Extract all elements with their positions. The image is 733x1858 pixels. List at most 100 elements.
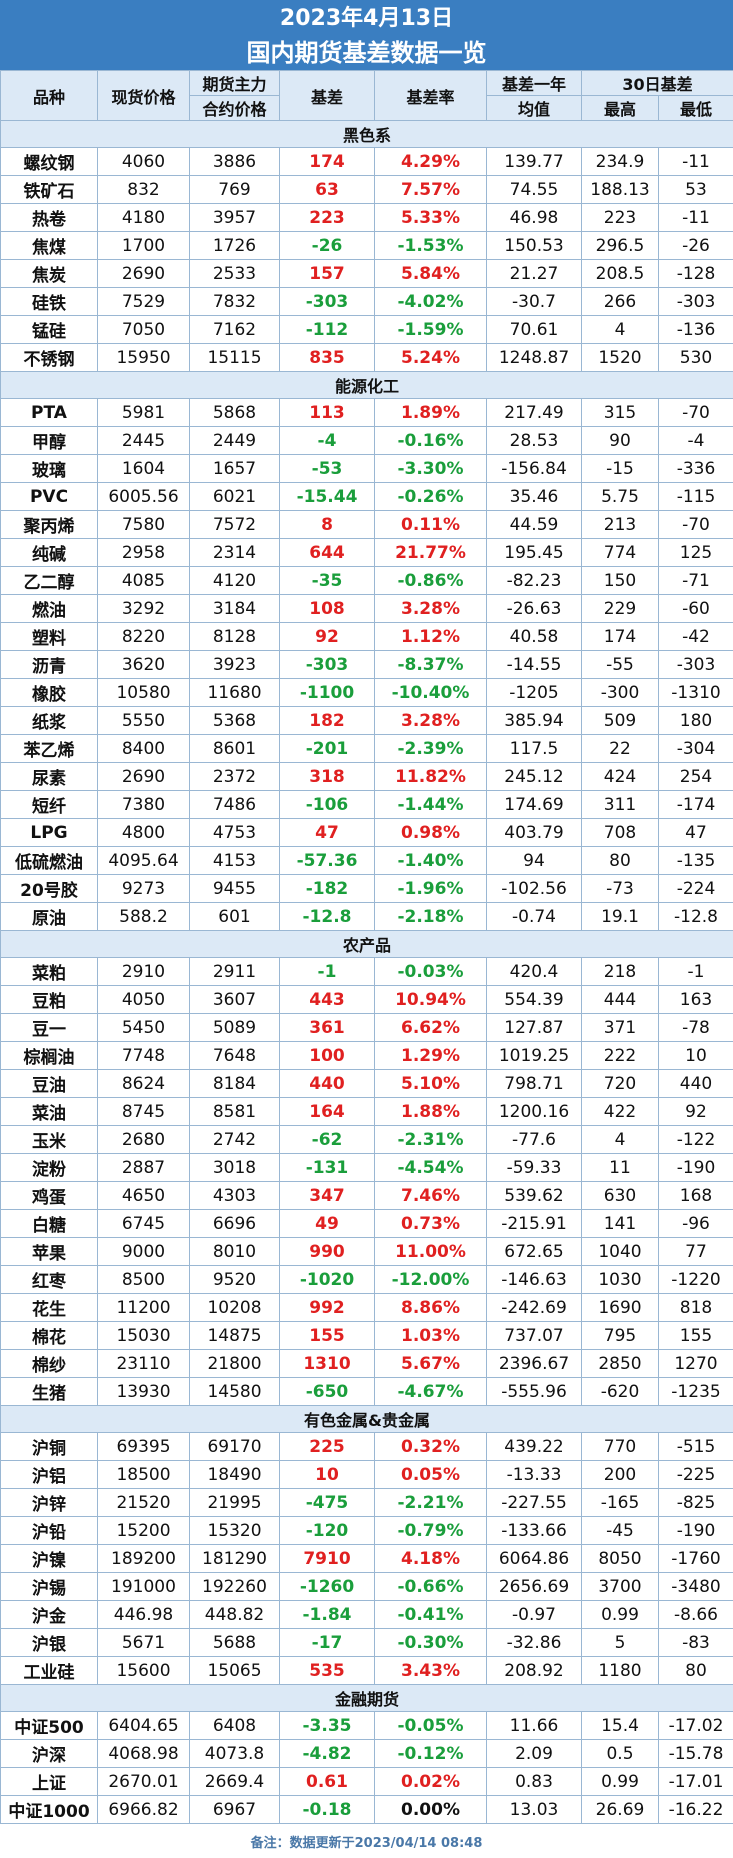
variety-cell: 沪锌 bbox=[0, 1488, 98, 1517]
basis-rate-cell: 8.86% bbox=[374, 1293, 487, 1322]
year-avg-cell: 46.98 bbox=[486, 203, 582, 232]
basis-cell: -1.84 bbox=[279, 1600, 375, 1629]
30day-low-cell: 53 bbox=[658, 175, 733, 204]
table-body: 黑色系 螺纹钢 4060 3886 174 4.29% 139.77 234.9 -11 铁矿石 8… bbox=[0, 120, 733, 1824]
basis-cell: 0.61 bbox=[279, 1767, 375, 1796]
30day-high-cell: 795 bbox=[581, 1321, 659, 1350]
table-row: 甲醇 2445 2449 -4 -0.16% 28.53 90 -4 bbox=[0, 426, 733, 455]
futures-price-cell: 601 bbox=[189, 902, 280, 931]
basis-cell: 990 bbox=[279, 1237, 375, 1266]
basis-rate-cell: 1.88% bbox=[374, 1097, 487, 1126]
30day-low-cell: -12.8 bbox=[658, 902, 733, 931]
variety-cell: 玻璃 bbox=[0, 454, 98, 483]
futures-price-cell: 4073.8 bbox=[189, 1739, 280, 1768]
30day-high-cell: 424 bbox=[581, 762, 659, 791]
basis-cell: 157 bbox=[279, 259, 375, 288]
variety-cell: 豆粕 bbox=[0, 985, 98, 1014]
year-avg-cell: 117.5 bbox=[486, 734, 582, 763]
30day-low-cell: -136 bbox=[658, 315, 733, 344]
table-row: 豆油 8624 8184 440 5.10% 798.71 720 440 bbox=[0, 1069, 733, 1098]
table-row: 聚丙烯 7580 7572 8 0.11% 44.59 213 -70 bbox=[0, 510, 733, 539]
30day-high-cell: 720 bbox=[581, 1069, 659, 1098]
futures-price-cell: 2314 bbox=[189, 538, 280, 567]
30day-high-cell: 0.5 bbox=[581, 1739, 659, 1768]
table-row: 热卷 4180 3957 223 5.33% 46.98 223 -11 bbox=[0, 203, 733, 232]
basis-rate-cell: 7.46% bbox=[374, 1181, 487, 1210]
30day-high-cell: 234.9 bbox=[581, 147, 659, 176]
futures-price-cell: 1657 bbox=[189, 454, 280, 483]
variety-cell: 热卷 bbox=[0, 203, 98, 232]
futures-price-cell: 2911 bbox=[189, 957, 280, 986]
spot-price-cell: 6745 bbox=[97, 1209, 190, 1238]
30day-high-cell: 4 bbox=[581, 1125, 659, 1154]
basis-cell: -4 bbox=[279, 426, 375, 455]
basis-cell: -475 bbox=[279, 1488, 375, 1517]
spot-price-cell: 446.98 bbox=[97, 1600, 190, 1629]
basis-rate-cell: -8.37% bbox=[374, 650, 487, 679]
variety-cell: 乙二醇 bbox=[0, 566, 98, 595]
futures-price-cell: 5868 bbox=[189, 398, 280, 427]
30day-low-cell: -122 bbox=[658, 1125, 733, 1154]
basis-cell: 10 bbox=[279, 1460, 375, 1489]
futures-price-cell: 5368 bbox=[189, 706, 280, 735]
col-futures-price-line1: 期货主力 bbox=[189, 70, 280, 96]
30day-low-cell: -224 bbox=[658, 874, 733, 903]
basis-cell: -3.35 bbox=[279, 1711, 375, 1740]
30day-low-cell: -78 bbox=[658, 1013, 733, 1042]
spot-price-cell: 832 bbox=[97, 175, 190, 204]
year-avg-cell: 420.4 bbox=[486, 957, 582, 986]
30day-high-cell: 26.69 bbox=[581, 1795, 659, 1824]
table-row: 原油 588.2 601 -12.8 -2.18% -0.74 19.1 -12.8 bbox=[0, 902, 733, 931]
table-row: PTA 5981 5868 113 1.89% 217.49 315 -70 bbox=[0, 398, 733, 427]
futures-price-cell: 8184 bbox=[189, 1069, 280, 1098]
table-row: 沪铜 69395 69170 225 0.32% 439.22 770 -515 bbox=[0, 1432, 733, 1461]
futures-price-cell: 3184 bbox=[189, 594, 280, 623]
spot-price-cell: 2910 bbox=[97, 957, 190, 986]
table-row: LPG 4800 4753 47 0.98% 403.79 708 47 bbox=[0, 818, 733, 847]
30day-high-cell: 315 bbox=[581, 398, 659, 427]
basis-rate-cell: -0.12% bbox=[374, 1739, 487, 1768]
section-title: 能源化工 bbox=[0, 371, 733, 399]
table-row: 沪金 446.98 448.82 -1.84 -0.41% -0.97 0.99 -8.66 bbox=[0, 1600, 733, 1629]
basis-rate-cell: -0.03% bbox=[374, 957, 487, 986]
futures-price-cell: 8010 bbox=[189, 1237, 280, 1266]
year-avg-cell: 2.09 bbox=[486, 1739, 582, 1768]
col-variety: 品种 bbox=[0, 70, 98, 121]
basis-cell: -57.36 bbox=[279, 846, 375, 875]
spot-price-cell: 6005.56 bbox=[97, 482, 190, 511]
basis-rate-cell: -1.40% bbox=[374, 846, 487, 875]
basis-rate-cell: -4.54% bbox=[374, 1153, 487, 1182]
basis-rate-cell: 5.33% bbox=[374, 203, 487, 232]
variety-cell: LPG bbox=[0, 818, 98, 847]
year-avg-cell: -102.56 bbox=[486, 874, 582, 903]
30day-low-cell: -336 bbox=[658, 454, 733, 483]
spot-price-cell: 15200 bbox=[97, 1516, 190, 1545]
30day-high-cell: 0.99 bbox=[581, 1767, 659, 1796]
futures-price-cell: 181290 bbox=[189, 1544, 280, 1573]
spot-price-cell: 15600 bbox=[97, 1656, 190, 1685]
30day-low-cell: -303 bbox=[658, 650, 733, 679]
basis-cell: 1310 bbox=[279, 1349, 375, 1378]
spot-price-cell: 13930 bbox=[97, 1377, 190, 1406]
30day-low-cell: -1220 bbox=[658, 1265, 733, 1294]
30day-high-cell: 15.4 bbox=[581, 1711, 659, 1740]
year-avg-cell: 554.39 bbox=[486, 985, 582, 1014]
30day-high-cell: -165 bbox=[581, 1488, 659, 1517]
variety-cell: 玉米 bbox=[0, 1125, 98, 1154]
section-header: 能源化工 bbox=[0, 371, 733, 399]
basis-rate-cell: -0.16% bbox=[374, 426, 487, 455]
30day-high-cell: 2850 bbox=[581, 1349, 659, 1378]
table-row: 硅铁 7529 7832 -303 -4.02% -30.7 266 -303 bbox=[0, 287, 733, 316]
variety-cell: PTA bbox=[0, 398, 98, 427]
30day-high-cell: 19.1 bbox=[581, 902, 659, 931]
30day-high-cell: 1520 bbox=[581, 343, 659, 372]
table-row: 塑料 8220 8128 92 1.12% 40.58 174 -42 bbox=[0, 622, 733, 651]
futures-price-cell: 15320 bbox=[189, 1516, 280, 1545]
30day-high-cell: -300 bbox=[581, 678, 659, 707]
basis-cell: 113 bbox=[279, 398, 375, 427]
futures-price-cell: 6967 bbox=[189, 1795, 280, 1824]
variety-cell: 纸浆 bbox=[0, 706, 98, 735]
30day-low-cell: -60 bbox=[658, 594, 733, 623]
futures-price-cell: 2669.4 bbox=[189, 1767, 280, 1796]
30day-low-cell: -174 bbox=[658, 790, 733, 819]
